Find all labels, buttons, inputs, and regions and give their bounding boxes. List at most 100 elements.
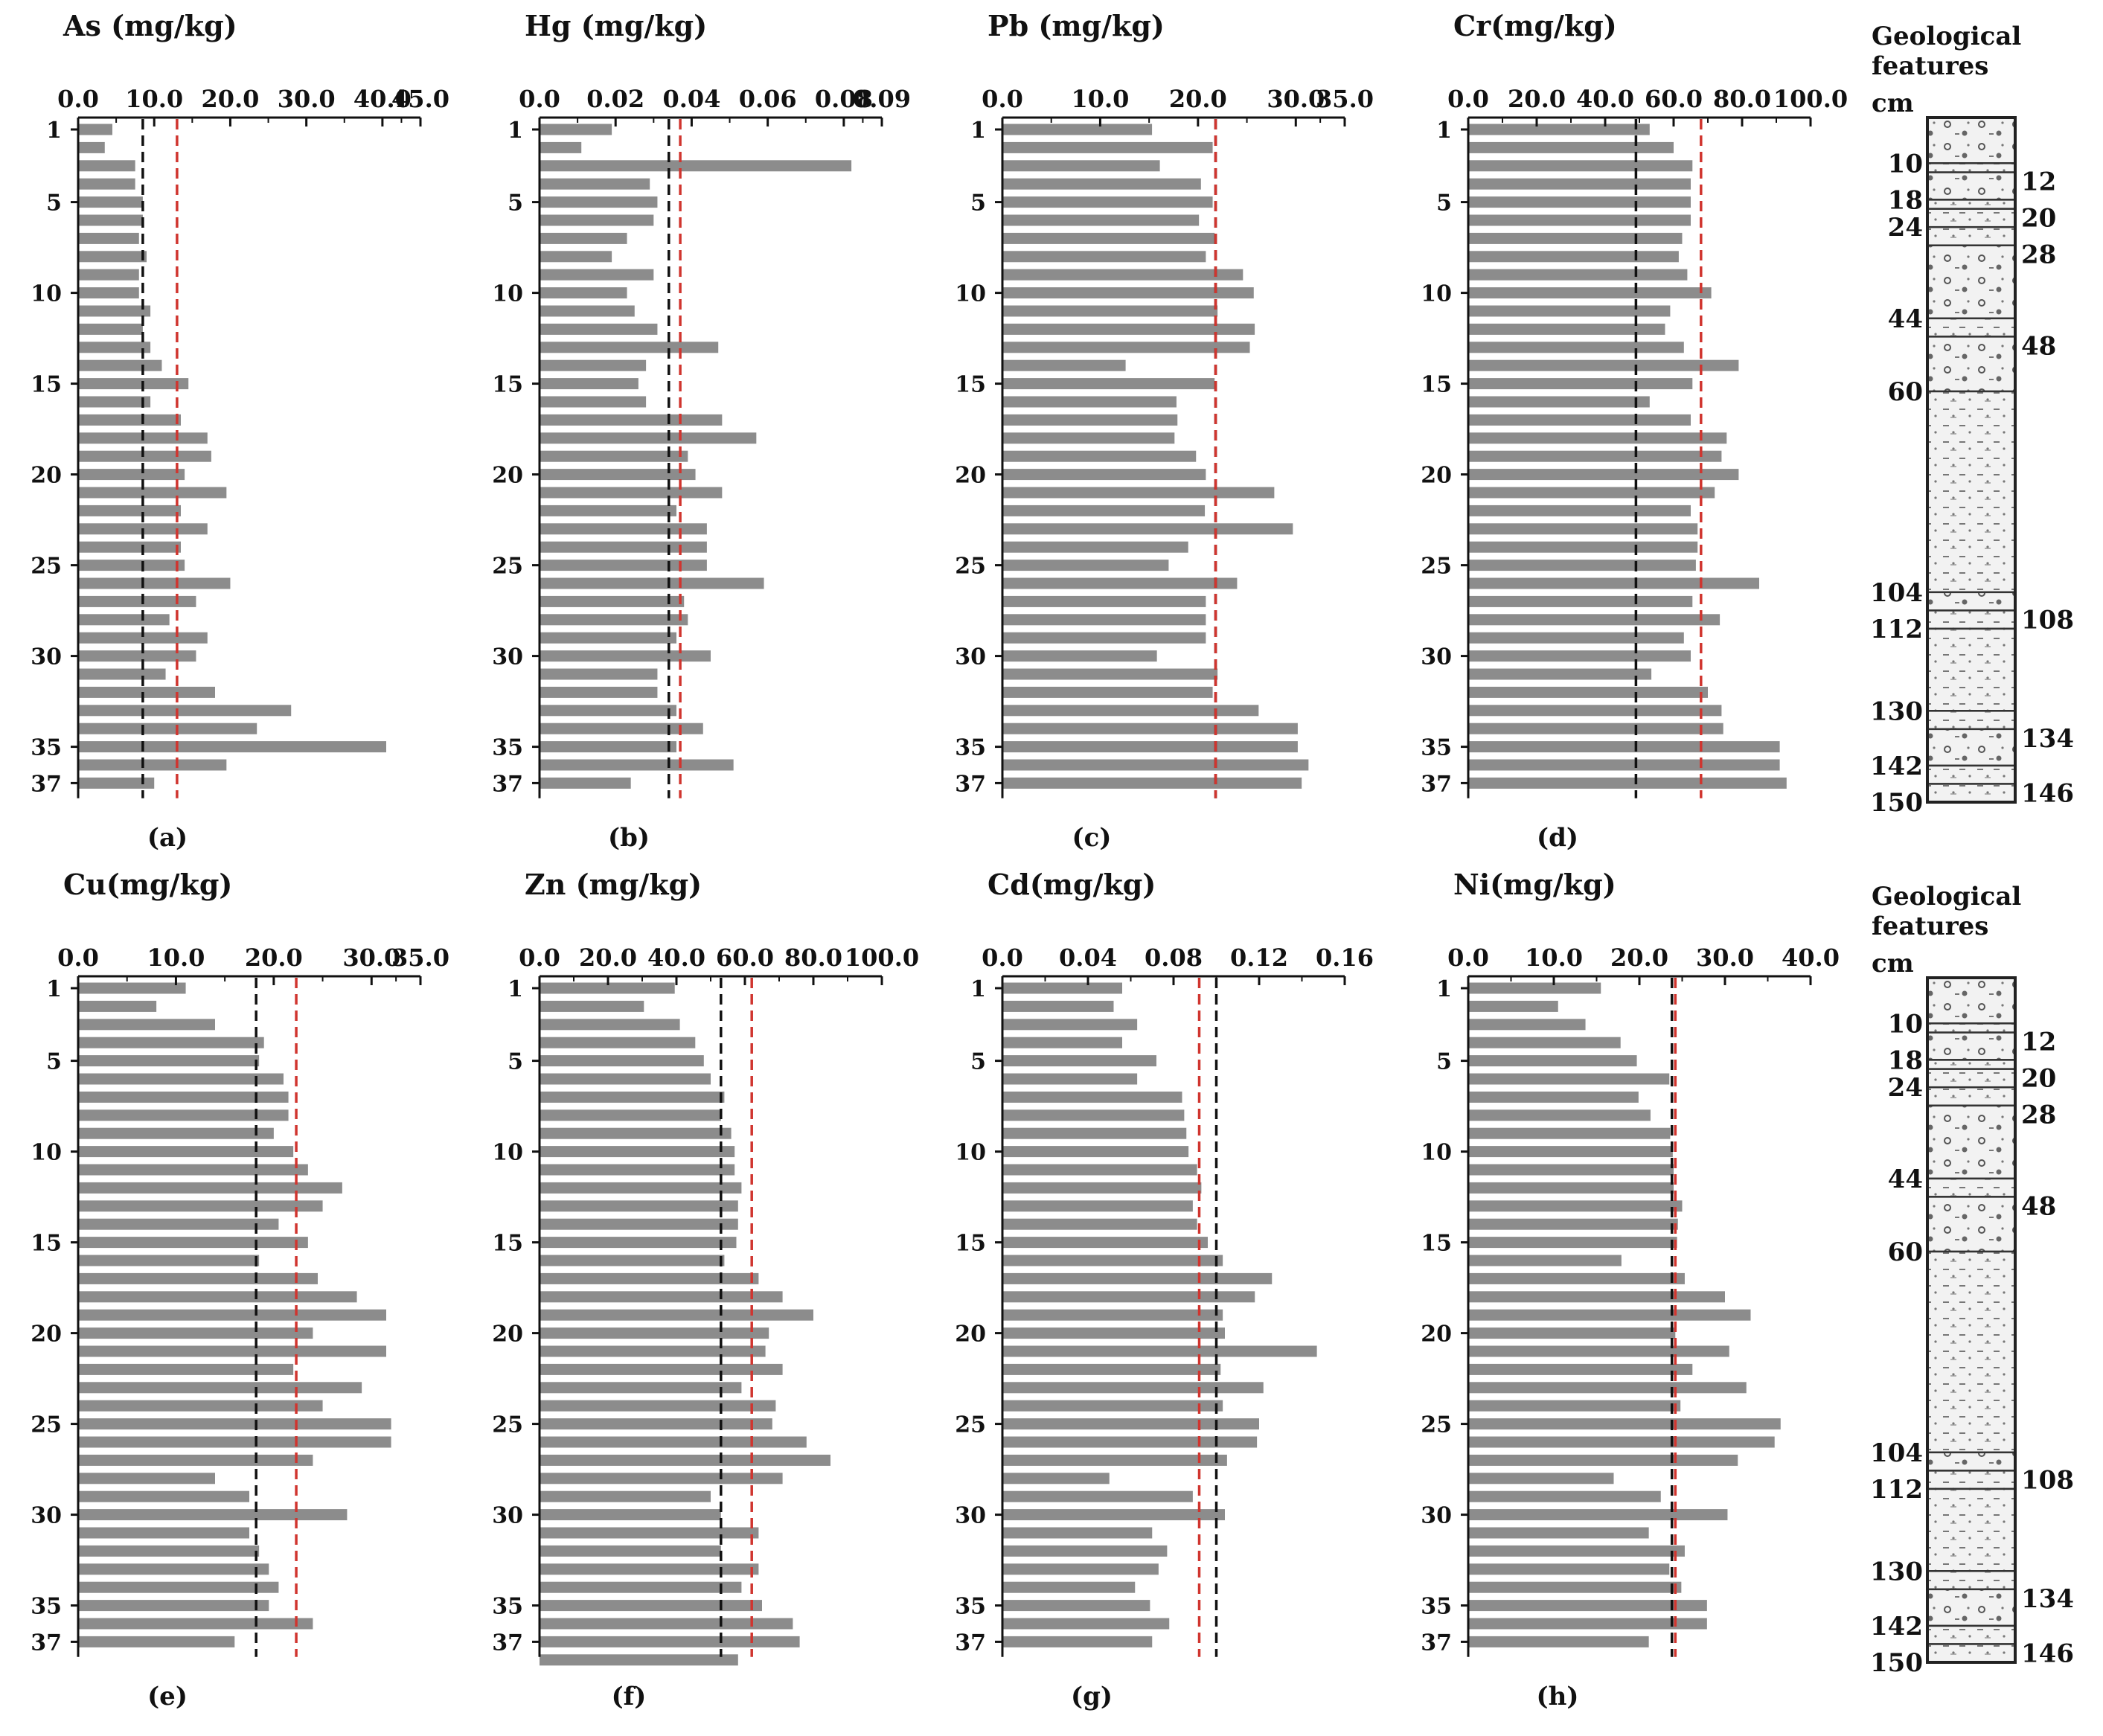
x-tick-label: 0.12 <box>1230 944 1288 972</box>
bar-depth-9 <box>1468 269 1688 281</box>
geology-title-line2: features <box>1872 51 1988 81</box>
depth-tick-label: 25 <box>31 554 62 580</box>
bar-depth-8 <box>540 1109 721 1121</box>
depth-tick-label: 37 <box>1421 771 1452 797</box>
bar-depth-5 <box>1002 196 1213 208</box>
bar-depth-27 <box>1468 1454 1738 1466</box>
bar-depth-37 <box>540 777 631 789</box>
panel-label: (h) <box>1537 1682 1579 1711</box>
depth-tick-label: 15 <box>955 372 986 398</box>
panel-label: (d) <box>1537 823 1578 853</box>
depth-tick-label: 30 <box>1421 1503 1452 1529</box>
bar-depth-25 <box>1468 1418 1781 1430</box>
x-tick-label: 10.0 <box>1525 944 1583 972</box>
depth-tick-label: 5 <box>508 190 523 217</box>
geology-layer <box>1926 225 2017 246</box>
geology-title-line2: features <box>1872 912 1988 941</box>
chart-title: Hg (mg/kg) <box>525 9 707 42</box>
depth-tick-label: 35 <box>955 1594 986 1620</box>
geology-layer <box>1926 764 2017 785</box>
bar-depth-10 <box>1002 1146 1189 1158</box>
bar-depth-12 <box>1468 323 1665 335</box>
geology-layer <box>1926 317 2017 338</box>
depth-tick-label: 37 <box>31 1630 62 1656</box>
bar-depth-26 <box>78 577 231 589</box>
bar-depth-9 <box>78 269 139 281</box>
bar-depth-36 <box>1002 1618 1170 1630</box>
depth-tick-label: 20 <box>31 463 62 489</box>
depth-tick-label: 35 <box>31 735 62 761</box>
x-tick-label: 0.0 <box>1447 85 1489 113</box>
depth-tick-label: 25 <box>31 1412 62 1438</box>
bar-depth-1 <box>540 982 675 994</box>
bar-depth-12 <box>540 323 658 335</box>
bar-depth-26 <box>540 1436 807 1448</box>
depth-tick-label: 15 <box>955 1231 986 1257</box>
bar-depth-10 <box>540 1146 735 1158</box>
bar-depth-6 <box>78 1073 284 1085</box>
bar-depth-14 <box>1468 1218 1678 1230</box>
bar-depth-20 <box>540 1327 769 1339</box>
bar-depth-10 <box>78 1146 294 1158</box>
bar-depth-20 <box>78 1327 313 1339</box>
bar-depth-9 <box>540 269 654 281</box>
bar-depth-1 <box>1468 124 1650 135</box>
geology-depth-label-right: 146 <box>2021 778 2074 808</box>
bar-depth-16 <box>78 1255 260 1266</box>
bar-depth-1 <box>78 124 112 135</box>
bar-depth-11 <box>1468 1164 1674 1176</box>
bar-depth-2 <box>540 141 582 153</box>
bar-depth-12 <box>1468 1182 1674 1194</box>
bar-depth-21 <box>540 1345 766 1357</box>
geology-layer <box>1926 1624 2017 1645</box>
x-tick-label: 40.0 <box>647 944 705 972</box>
geology-depth-label-right: 12 <box>2021 167 2056 197</box>
bar-depth-27 <box>78 1454 313 1466</box>
geology-layer <box>1926 1196 2017 1253</box>
bar-depth-9 <box>540 1127 732 1139</box>
geology-column-frame <box>1926 976 2017 1664</box>
bar-depth-2 <box>1468 1000 1558 1012</box>
bar-depth-5 <box>78 196 143 208</box>
bar-depth-29 <box>78 632 208 644</box>
x-tick-label: 0.0 <box>1447 944 1489 972</box>
geology-layer <box>1926 1104 2017 1180</box>
panel-pb: Pb (mg/kg)0.0 10.0 20.0 30.035.015101520253… <box>955 9 1374 853</box>
bar-depth-29 <box>1468 1490 1661 1502</box>
bar-depth-3 <box>540 1019 680 1031</box>
bar-depth-26 <box>1468 1436 1775 1448</box>
panel-ni: Ni(mg/kg)0.0 10.0 20.0 30.0 40.0151015202530… <box>1421 868 1840 1711</box>
bar-depth-17 <box>1468 1272 1685 1284</box>
geology-layer <box>1926 1086 2017 1106</box>
bar-depth-24 <box>1468 541 1698 553</box>
bar-depth-29 <box>1002 1490 1193 1502</box>
bar-depth-33 <box>1468 1563 1670 1575</box>
bar-depth-35 <box>78 1600 269 1612</box>
bar-depth-24 <box>1002 1400 1223 1412</box>
bar-depth-16 <box>540 396 647 408</box>
geology-layer <box>1926 1177 2017 1198</box>
bar-depth-19 <box>540 450 688 462</box>
depth-tick-label: 37 <box>492 771 523 797</box>
chart-title: Zn (mg/kg) <box>525 868 702 901</box>
bar-depth-13 <box>78 342 151 353</box>
bar-depth-18 <box>1002 432 1175 444</box>
bar-depth-30 <box>78 650 196 662</box>
bar-depth-21 <box>78 1345 386 1357</box>
bar-depth-2 <box>1002 141 1213 153</box>
bar-depth-4 <box>540 178 650 190</box>
panel-as: As (mg/kg)0.0 10.0 20.0 30.0 40.045.01510152… <box>31 9 449 853</box>
bar-depth-34 <box>540 723 703 734</box>
geology-layer <box>1926 728 2017 767</box>
bar-depth-26 <box>540 577 764 589</box>
depth-tick-label: 1 <box>508 976 523 1002</box>
bar-depth-32 <box>1002 686 1213 698</box>
bar-depth-31 <box>78 1527 249 1539</box>
geology-depth-label-left: 130 <box>1870 1557 1923 1586</box>
bar-depth-15 <box>78 378 189 390</box>
depth-tick-label: 1 <box>46 976 62 1002</box>
depth-tick-label: 15 <box>1421 372 1452 398</box>
geology-depth-label-left: 10 <box>1888 1009 1923 1039</box>
bar-depth-22 <box>1002 505 1206 516</box>
